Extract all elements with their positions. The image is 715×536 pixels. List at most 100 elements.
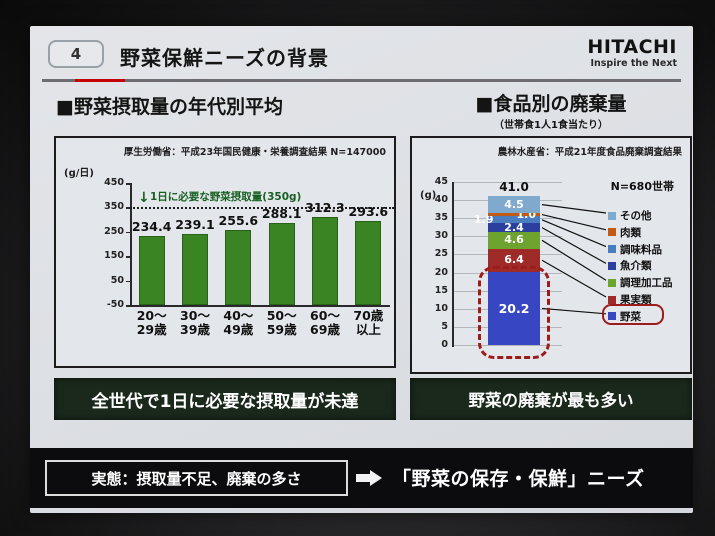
intake-bar — [268, 222, 295, 305]
legend-item-果実類: 果実類 — [608, 292, 652, 307]
intake-bar-value: 255.6 — [218, 213, 259, 229]
category-line: 69歳 — [310, 322, 340, 337]
y-tick-mark — [126, 305, 130, 307]
category-line: 40～ — [223, 308, 254, 323]
category-line: 以上 — [355, 322, 381, 337]
left-conclusion-banner: 全世代で1日に必要な摂取量が未達 — [54, 378, 396, 420]
leader-line — [541, 227, 607, 264]
legend-item-その他: その他 — [608, 208, 652, 223]
category-line: 30～ — [180, 308, 210, 323]
intake-bar — [355, 221, 382, 305]
waste-segment-魚介類: 2.4 — [488, 220, 540, 234]
legend-item-肉類: 肉類 — [608, 225, 641, 240]
vegetable-segment-highlight — [478, 265, 550, 359]
legend-leader-lines — [541, 204, 607, 315]
legend-label: 野菜 — [620, 310, 641, 323]
logo-wordmark: HITACHI — [587, 36, 677, 58]
y-tick-label: 350 — [104, 201, 124, 213]
y-tick-label: 10 — [434, 302, 448, 314]
legend-swatch — [608, 228, 616, 237]
waste-segment-value: 20.2 — [498, 301, 530, 317]
y-tick-label: 250 — [104, 225, 124, 237]
category-line: 70歳 — [353, 308, 384, 323]
right-arrow-icon — [356, 470, 382, 486]
waste-segment-value: 6.4 — [504, 253, 524, 267]
y-tick-label: 450 — [104, 177, 124, 188]
intake-bar — [182, 234, 208, 305]
reference-line-350g — [130, 207, 394, 210]
legend-label: 果実類 — [620, 294, 652, 306]
waste-segment-野菜: 20.2 — [488, 271, 540, 345]
legend-label: 魚介類 — [620, 260, 652, 273]
slide-number-box: 4 — [48, 40, 104, 68]
legend-item-魚介類: 魚介類 — [608, 258, 652, 273]
intake-chart-y-unit: (g/日) — [64, 168, 94, 179]
vegetable-legend-highlight — [602, 303, 664, 325]
legend-label: 調味料品 — [620, 243, 662, 256]
intake-bar — [225, 230, 252, 305]
right-section-title: ■食品別の廃棄量 — [475, 93, 627, 115]
category-line: 60～ — [310, 308, 340, 323]
need-statement: 「野菜の保存・保鮮」ニーズ — [392, 468, 645, 490]
legend-swatch — [608, 295, 616, 304]
leader-line — [541, 219, 607, 248]
intake-bar — [312, 216, 338, 305]
intake-bar-value: 239.1 — [175, 217, 215, 233]
x-axis-line — [130, 305, 390, 307]
legend-swatch — [608, 261, 616, 270]
y-axis-line — [452, 182, 454, 347]
y-tick-mark — [126, 280, 130, 283]
waste-segment-調理加工品: 4.6 — [488, 231, 540, 249]
y-tick-mark — [126, 207, 130, 209]
legend-label: 肉類 — [620, 226, 641, 239]
slide-number: 4 — [70, 45, 82, 63]
logo-tagline: Inspire the Next — [590, 58, 677, 69]
presentation-slide: 4 野菜保鮮ニーズの背景 HITACHI Inspire the Next ■野… — [30, 26, 693, 513]
intake-bar-category: 20～ 29歳 — [124, 309, 180, 337]
leader-line — [541, 204, 607, 214]
intake-bar-value: 293.6 — [348, 204, 389, 220]
intake-bar-category: 40～ 49歳 — [210, 309, 266, 337]
y-tick-label: -50 — [106, 299, 124, 310]
y-tick-mark — [126, 256, 130, 258]
reference-annotation: 1日に必要な野菜摂取量(350g) — [150, 191, 302, 204]
waste-segment-value: 4.6 — [504, 233, 524, 247]
y-tick-mark — [126, 183, 130, 185]
y-tick-label: 20 — [434, 266, 448, 278]
intake-chart-panel: 厚生労働省：平成23年国民健康・栄養調査結果 N=147000 (g/日) 45… — [54, 136, 396, 368]
waste-chart-sample-size: N=680世帯 — [610, 180, 674, 193]
y-tick-mark — [126, 231, 130, 234]
waste-segment-value: 2.4 — [504, 220, 524, 234]
header-divider-red-accent — [75, 79, 125, 82]
legend-swatch — [608, 278, 616, 287]
y-tick-label: 5 — [441, 320, 448, 332]
gridline — [452, 182, 562, 183]
intake-bar-category: 50～ 59歳 — [254, 309, 310, 337]
y-tick-label: 45 — [434, 176, 448, 187]
waste-chart-panel: 農林水産省：平成21年度食品廃棄調査結果 (g) N=680世帯 45 40 35 3… — [410, 136, 692, 374]
legend-item-調理加工品: 調理加工品 — [608, 275, 673, 290]
y-tick-label: 0 — [441, 339, 448, 350]
y-tick-label: 40 — [434, 194, 448, 206]
y-axis-line — [130, 183, 132, 305]
category-line: 49歳 — [223, 322, 254, 337]
intake-bar-category: 60～ 69歳 — [297, 309, 353, 337]
waste-chart-y-unit: (g) — [420, 190, 437, 201]
intake-bar-value: 312.3 — [305, 199, 345, 215]
intake-bar-category: 70歳 以上 — [340, 309, 396, 337]
header-divider — [42, 79, 681, 82]
reference-arrow-icon: ↓ — [138, 190, 150, 207]
leader-line — [541, 214, 607, 231]
y-tick-label: 30 — [434, 230, 448, 242]
category-line: 39歳 — [180, 322, 210, 337]
footer-strip: 実態：摂取量不足、廃棄の多さ 「野菜の保存・保鮮」ニーズ — [30, 448, 693, 508]
intake-bar-value: 288.1 — [261, 205, 302, 221]
intake-bar — [138, 235, 165, 305]
waste-segment-その他: 4.5 — [488, 196, 540, 213]
slide-title: 野菜保鮮ニーズの背景 — [120, 46, 329, 70]
y-tick-label: 50 — [110, 274, 124, 286]
right-section-subtitle: （世帯食1人1食当たり） — [494, 120, 608, 131]
legend-swatch — [608, 211, 616, 220]
intake-bar-value: 234.4 — [131, 218, 172, 234]
